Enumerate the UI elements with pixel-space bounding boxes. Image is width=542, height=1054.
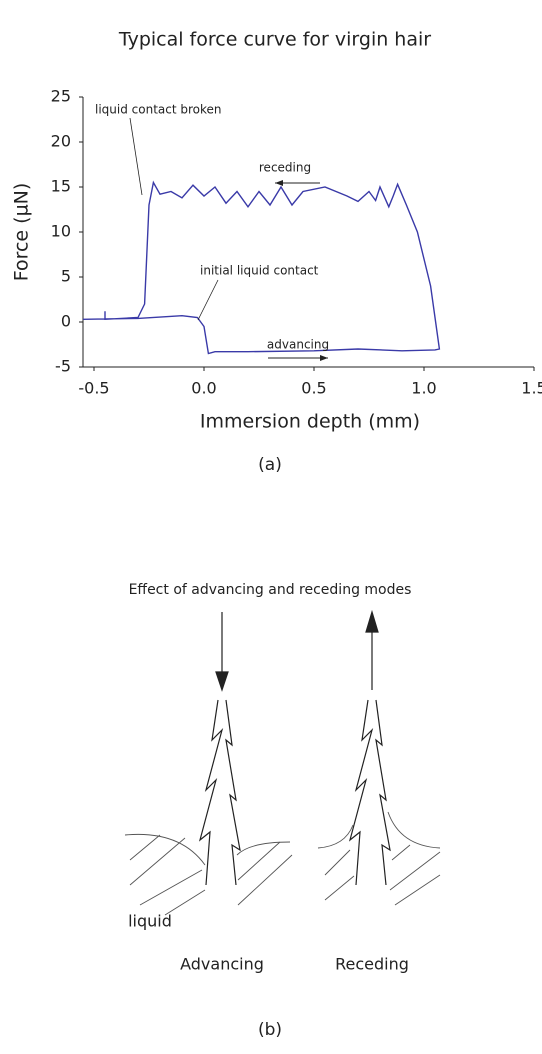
liquid-surfaces — [124, 811, 441, 916]
arrow-head — [215, 671, 229, 692]
mode-label: Receding — [335, 955, 409, 974]
hair-drawings — [198, 609, 391, 886]
liquid-label: liquid — [128, 912, 172, 931]
x-tick-label: 1.0 — [411, 379, 436, 398]
annotation: liquid contact broken — [95, 103, 222, 117]
annotation: advancing — [267, 338, 329, 352]
annotation-arrow-head — [275, 180, 283, 186]
hair-receding — [348, 699, 391, 886]
x-tick-label: 1.5 — [521, 379, 542, 398]
annotation-arrow-head — [320, 355, 328, 361]
mode-label: Advancing — [180, 955, 264, 974]
hair-advancing — [198, 699, 241, 886]
y-axis-label: Force (µN) — [11, 183, 33, 282]
annotation-leader — [197, 279, 219, 321]
chart-title: Typical force curve for virgin hair — [118, 29, 431, 51]
caption: (a) — [258, 455, 282, 475]
x-tick-label: 0.5 — [301, 379, 326, 398]
y-tick-label: 10 — [51, 222, 71, 241]
diagram-title: Effect of advancing and receding modes — [129, 582, 412, 598]
x-tick-label: -0.5 — [78, 379, 109, 398]
y-tick-label: 20 — [51, 132, 71, 151]
y-tick-label: -5 — [55, 357, 71, 376]
y-tick-label: 25 — [51, 87, 71, 106]
annotation-leader — [129, 117, 143, 196]
caption: (b) — [258, 1020, 282, 1040]
x-axis-label: Immersion depth (mm) — [200, 411, 420, 433]
y-tick-label: 0 — [61, 312, 71, 331]
force-curve — [82, 180, 441, 355]
annotation: receding — [259, 161, 311, 175]
y-tick-label: 15 — [51, 177, 71, 196]
y-tick-label: 5 — [61, 267, 71, 286]
annotation: initial liquid contact — [200, 264, 319, 278]
arrow-head — [365, 609, 379, 633]
x-tick-label: 0.0 — [191, 379, 216, 398]
